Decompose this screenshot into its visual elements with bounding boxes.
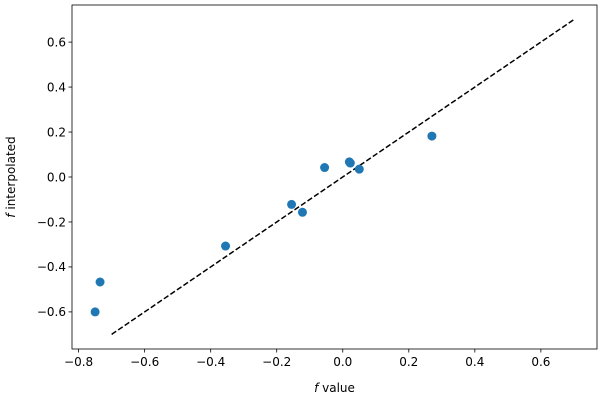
x-tick-label: −0.2 (262, 355, 291, 369)
y-axis-ticks: −0.6 −0.4 −0.2 0.0 0.2 0.4 0.6 (37, 35, 72, 319)
y-tick-label: −0.6 (37, 305, 66, 319)
x-tick-label: −0.4 (196, 355, 225, 369)
x-tick-label: −0.8 (64, 355, 93, 369)
data-point (345, 158, 355, 168)
x-tick-label: 0.4 (465, 355, 484, 369)
x-axis-ticks: −0.8 −0.6 −0.4 −0.2 0.0 0.2 0.4 0.6 (64, 349, 550, 369)
x-tick-label: −0.6 (130, 355, 159, 369)
x-tick-label: 0.6 (531, 355, 550, 369)
data-point (95, 277, 105, 287)
x-tick-label: 0.0 (333, 355, 352, 369)
y-axis-label: f interpolated (4, 136, 18, 217)
data-point (320, 163, 330, 173)
data-point (354, 164, 364, 174)
y-tick-label: −0.4 (37, 260, 66, 274)
data-point (427, 131, 437, 141)
reference-line (111, 18, 575, 336)
y-tick-label: −0.2 (37, 215, 66, 229)
y-tick-label: 0.0 (47, 170, 66, 184)
data-point (221, 241, 231, 251)
plot-content (90, 18, 575, 336)
data-point (287, 199, 297, 209)
y-tick-label: 0.2 (47, 125, 66, 139)
data-point (297, 207, 307, 217)
y-tick-label: 0.6 (47, 35, 66, 49)
x-axis-label: f value (314, 381, 355, 395)
data-point (90, 307, 100, 317)
x-tick-label: 0.2 (399, 355, 418, 369)
y-tick-label: 0.4 (47, 80, 66, 94)
